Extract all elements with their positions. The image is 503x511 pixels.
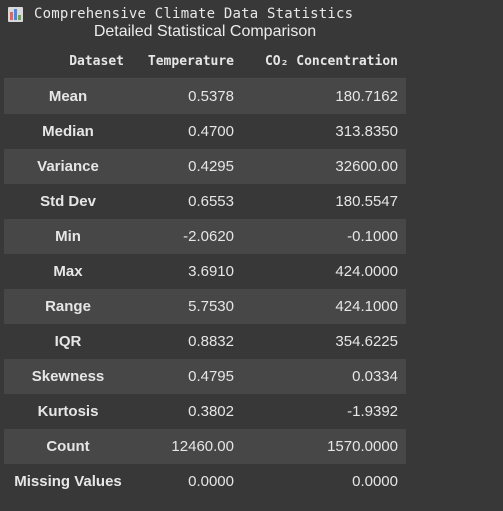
- row-label: Variance: [4, 149, 132, 184]
- temperature-cell: 0.4295: [132, 149, 242, 184]
- table-row: Variance 0.4295 32600.00: [4, 149, 406, 184]
- output-header: Comprehensive Climate Data Statistics: [8, 4, 353, 24]
- header-temperature: Temperature: [132, 44, 242, 79]
- temperature-cell: 3.6910: [132, 254, 242, 289]
- co2-cell: 313.8350: [242, 114, 406, 149]
- table-row: Mean 0.5378 180.7162: [4, 78, 406, 114]
- temperature-cell: -2.0620: [132, 219, 242, 254]
- temperature-cell: 0.5378: [132, 78, 242, 114]
- table-header: Dataset Temperature CO₂ Concentration: [4, 44, 406, 79]
- co2-cell: 424.0000: [242, 254, 406, 289]
- co2-cell: 0.0000: [242, 464, 406, 499]
- row-label: Min: [4, 219, 132, 254]
- table-row: Max 3.6910 424.0000: [4, 254, 406, 289]
- bar-chart-icon-bar: [10, 11, 13, 20]
- temperature-cell: 0.4795: [132, 359, 242, 394]
- output-title: Comprehensive Climate Data Statistics: [34, 6, 354, 22]
- row-label: Skewness: [4, 359, 132, 394]
- co2-cell: -1.9392: [242, 394, 406, 429]
- co2-cell: 354.6225: [242, 324, 406, 359]
- co2-cell: -0.1000: [242, 219, 406, 254]
- table-row: Range 5.7530 424.1000: [4, 289, 406, 324]
- co2-cell: 1570.0000: [242, 429, 406, 464]
- temperature-cell: 12460.00: [132, 429, 242, 464]
- temperature-cell: 0.0000: [132, 464, 242, 499]
- temperature-cell: 5.7530: [132, 289, 242, 324]
- row-label: Count: [4, 429, 132, 464]
- co2-cell: 424.1000: [242, 289, 406, 324]
- row-label: Median: [4, 114, 132, 149]
- bar-chart-icon-bar: [18, 14, 21, 20]
- co2-cell: 0.0334: [242, 359, 406, 394]
- table-row: Count 12460.00 1570.0000: [4, 429, 406, 464]
- row-label: Std Dev: [4, 184, 132, 219]
- bar-chart-icon-bar: [14, 8, 17, 20]
- row-label: Max: [4, 254, 132, 289]
- row-label: Mean: [4, 78, 132, 114]
- table-row: Std Dev 0.6553 180.5547: [4, 184, 406, 219]
- temperature-cell: 0.8832: [132, 324, 242, 359]
- row-label: Range: [4, 289, 132, 324]
- co2-cell: 32600.00: [242, 149, 406, 184]
- statistics-table: Dataset Temperature CO₂ Concentration Me…: [4, 44, 406, 499]
- table-row: Min -2.0620 -0.1000: [4, 219, 406, 254]
- table-body: Mean 0.5378 180.7162 Median 0.4700 313.8…: [4, 78, 406, 499]
- table-row: Median 0.4700 313.8350: [4, 114, 406, 149]
- header-dataset: Dataset: [4, 44, 132, 79]
- temperature-cell: 0.3802: [132, 394, 242, 429]
- co2-cell: 180.7162: [242, 78, 406, 114]
- table-subtitle: Detailed Statistical Comparison: [93, 23, 317, 40]
- table-row: Missing Values 0.0000 0.0000: [4, 464, 406, 499]
- header-co2-concentration: CO₂ Concentration: [242, 44, 406, 79]
- table-row: Skewness 0.4795 0.0334: [4, 359, 406, 394]
- row-label: Missing Values: [4, 464, 132, 499]
- row-label: IQR: [4, 324, 132, 359]
- header-row: Dataset Temperature CO₂ Concentration: [4, 44, 406, 79]
- bar-chart-icon: [8, 6, 23, 22]
- table-row: Kurtosis 0.3802 -1.9392: [4, 394, 406, 429]
- table-row: IQR 0.8832 354.6225: [4, 324, 406, 359]
- co2-cell: 180.5547: [242, 184, 406, 219]
- temperature-cell: 0.6553: [132, 184, 242, 219]
- row-label: Kurtosis: [4, 394, 132, 429]
- temperature-cell: 0.4700: [132, 114, 242, 149]
